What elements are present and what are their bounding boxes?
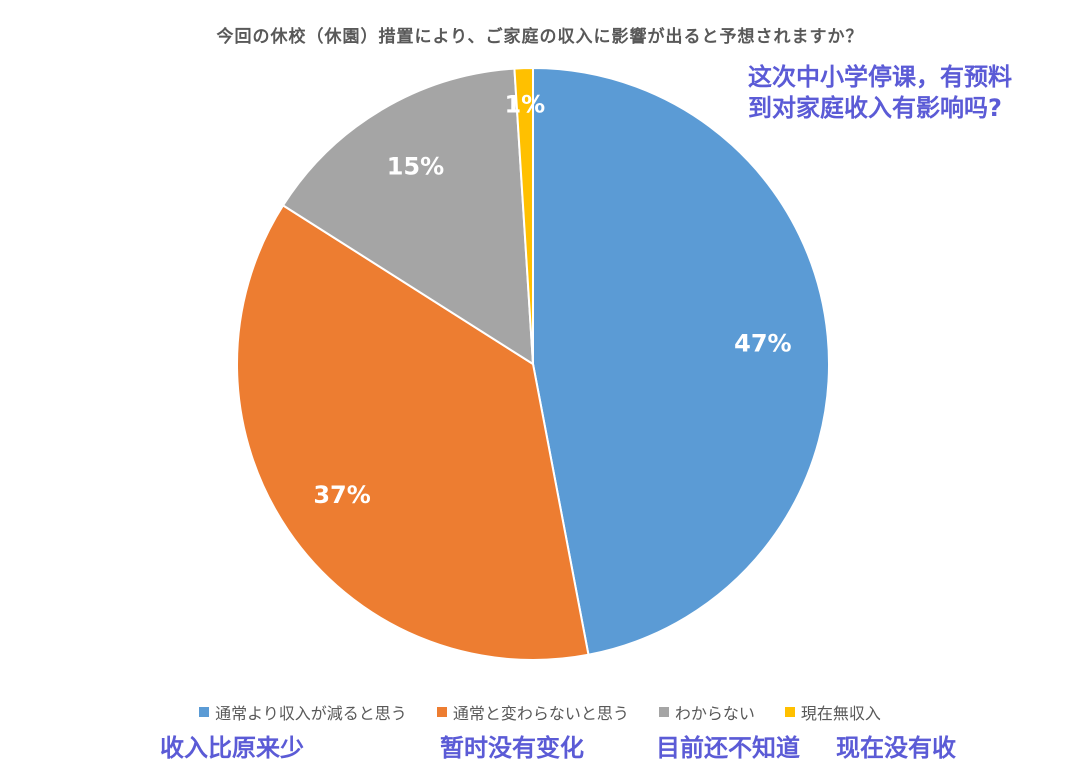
legend-label: 現在無収入 [800, 704, 881, 723]
pie-slice-decrease [532, 66, 830, 656]
pie-chart: 47% 37% 15% 1% [236, 66, 830, 661]
legend-swatch [658, 707, 669, 717]
cn-label-no-income: 现在没有收 [836, 734, 956, 762]
legend-item-unchanged: 通常と変わらないと思う [436, 700, 629, 724]
slice-label-unknown: 15% [387, 152, 444, 180]
slice-label-unchanged: 37% [313, 481, 370, 509]
legend-item-decrease: 通常より収入が減ると思う [199, 700, 407, 724]
pie-slice-unchanged [236, 204, 590, 661]
slice-label-no-income: 1% [504, 91, 545, 119]
annotation-question: 这次中小学停课，有预料到对家庭收入有影响吗? [748, 63, 1012, 122]
legend-item-no-income: 現在無収入 [784, 700, 881, 724]
legend-swatch [199, 707, 210, 717]
legend-swatch [784, 707, 795, 717]
legend-label: わからない [674, 704, 755, 723]
legend: 通常より収入が減ると思う 通常と変わらないと思う わからない 現在無収入 [0, 700, 1080, 724]
legend-label: 通常より収入が減ると思う [215, 704, 407, 723]
pie-slice-unknown [281, 67, 535, 366]
cn-label-unchanged: 暂时没有变化 [440, 734, 584, 762]
cn-label-decrease: 收入比原来少 [160, 734, 304, 762]
slice-label-decrease: 47% [734, 329, 791, 357]
legend-swatch [436, 707, 447, 717]
pie-slice-no-income [513, 66, 534, 365]
chart-title: 今回の休校（休園）措置により、ご家庭の収入に影響が出ると予想されますか？ [216, 27, 864, 47]
cn-label-unknown: 目前还不知道 [656, 734, 800, 762]
legend-label: 通常と変わらないと思う [452, 704, 629, 723]
legend-item-unknown: わからない [658, 700, 755, 724]
